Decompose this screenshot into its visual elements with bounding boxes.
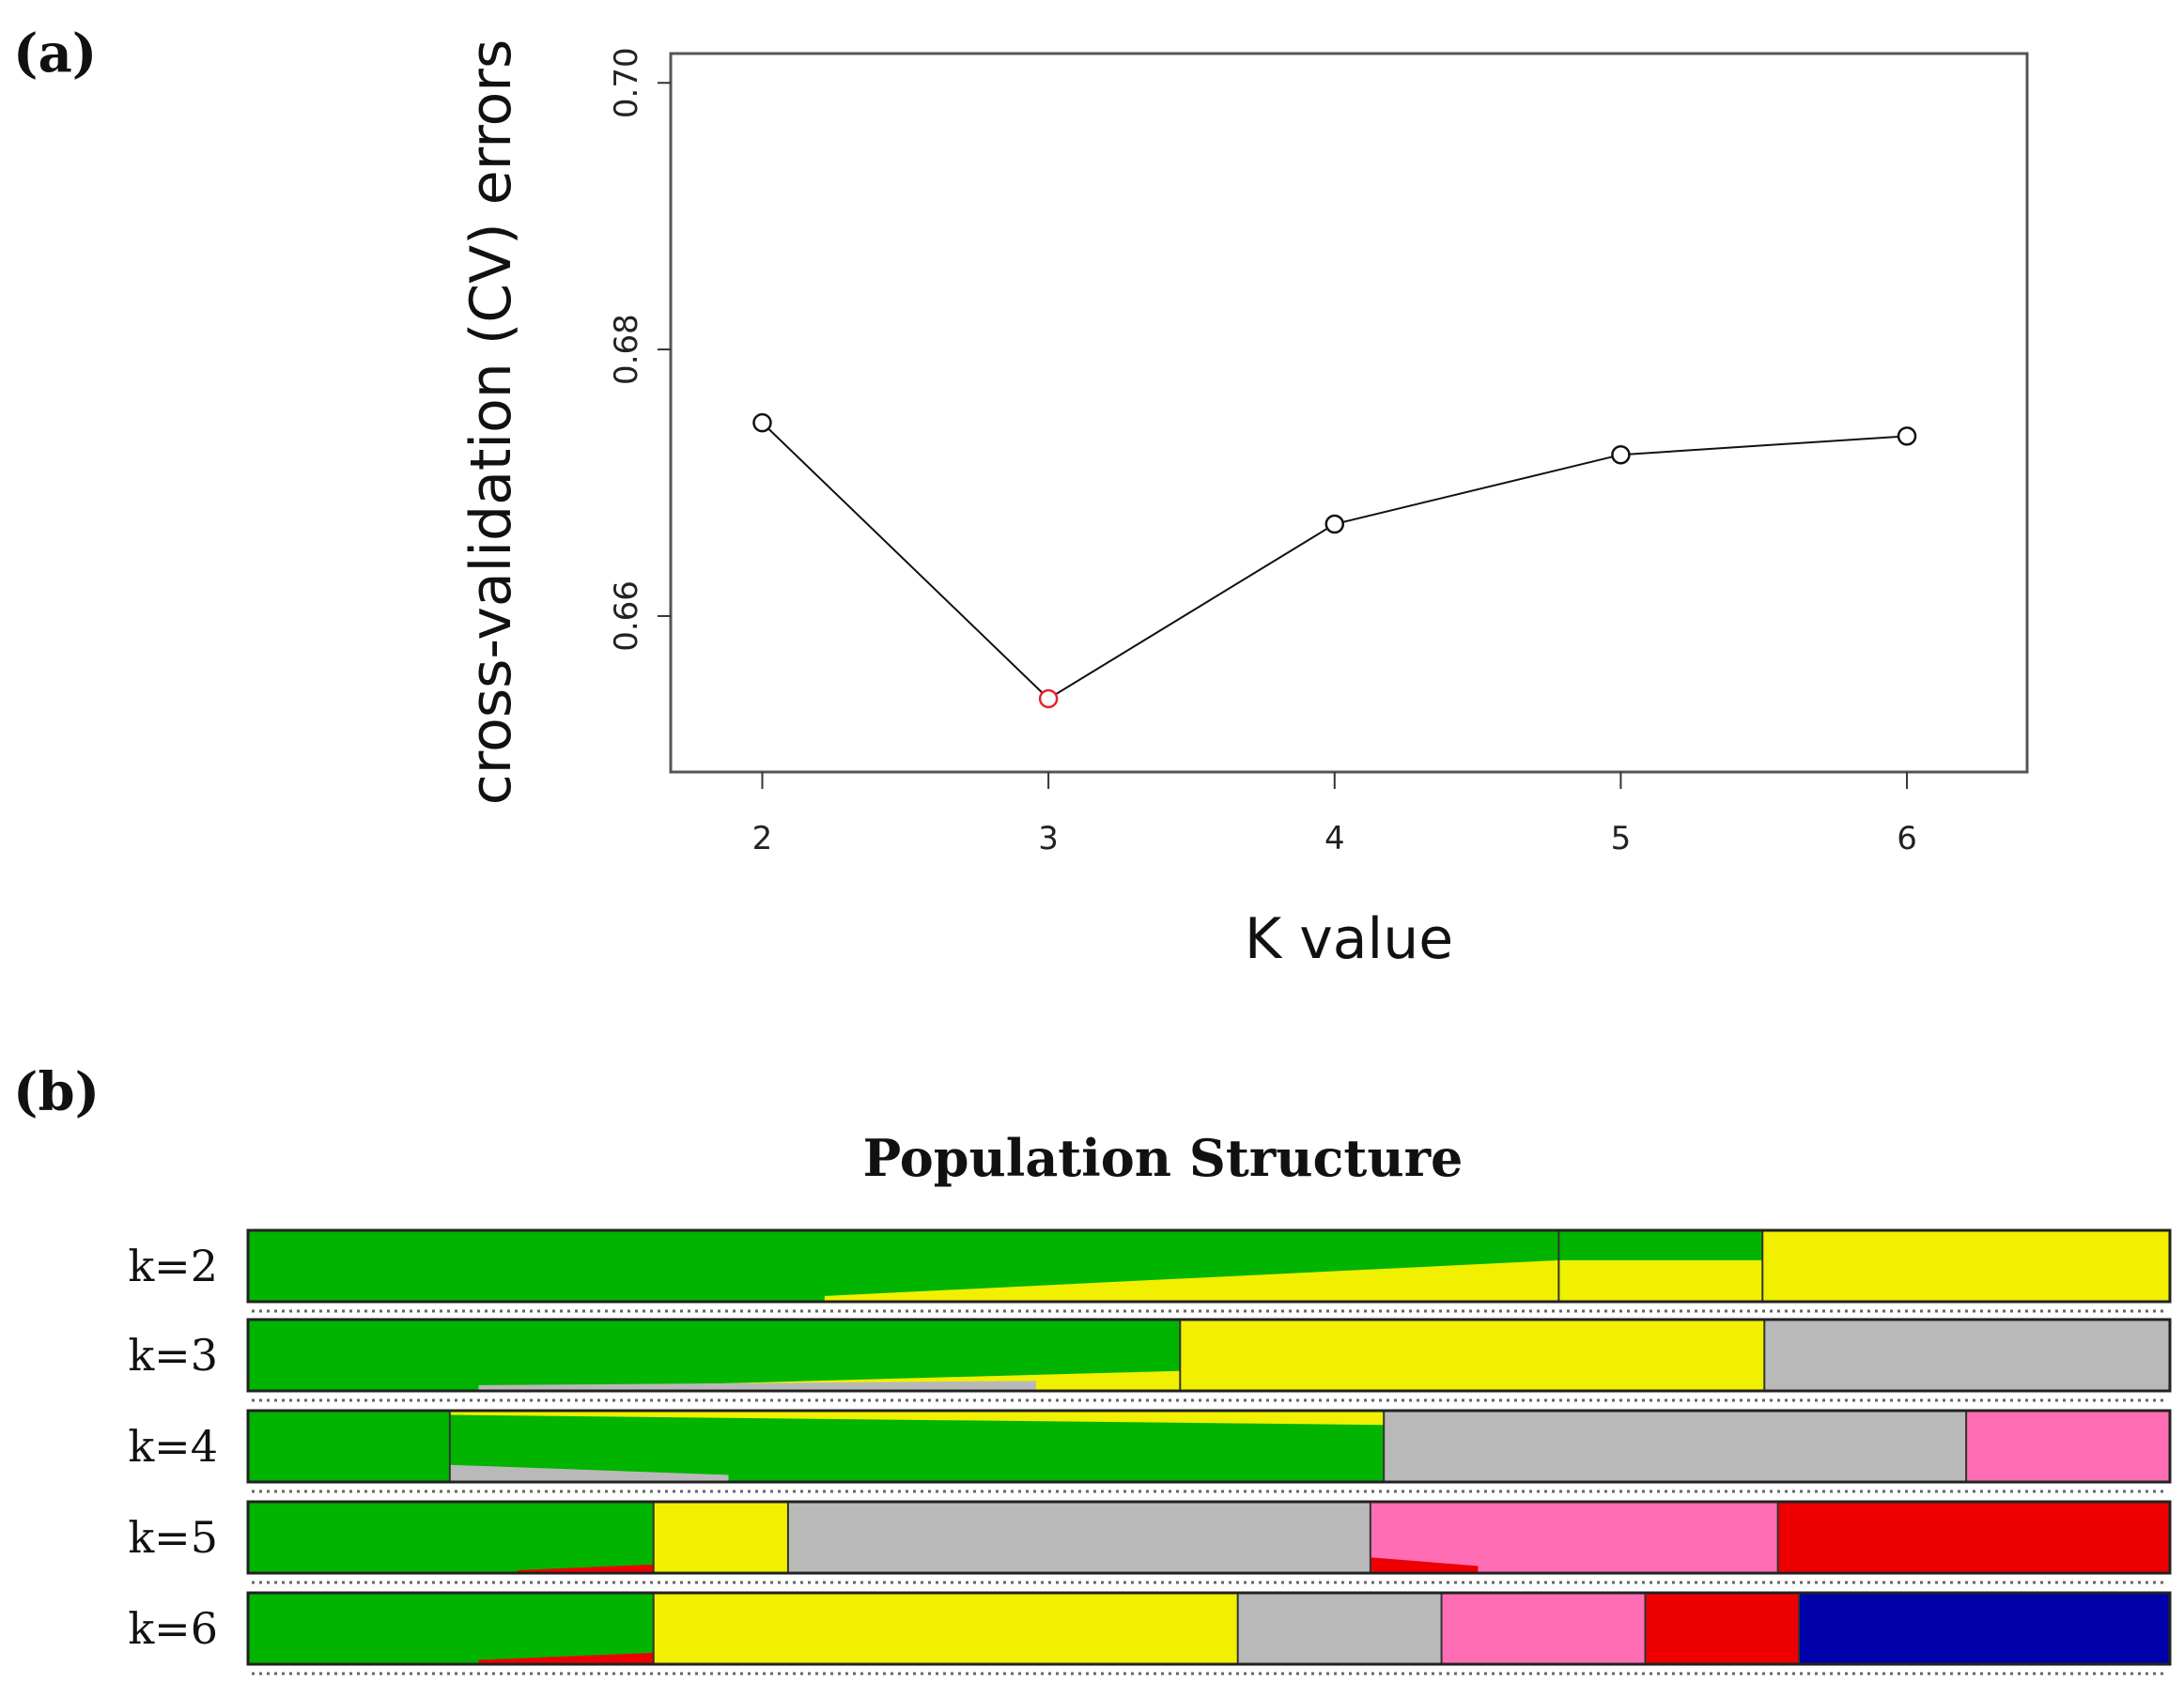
admixture-fraction (824, 1259, 1559, 1302)
panel-a-label: (a) (13, 23, 97, 85)
cluster-segment (787, 1502, 1371, 1573)
row-frame (246, 1409, 2172, 1484)
k-row-label: k=6 (128, 1603, 218, 1654)
x-tick-label: 2 (752, 820, 773, 857)
y-tick-label: 0.70 (608, 47, 645, 118)
x-tick-label: 6 (1897, 820, 1917, 857)
row-frame (246, 1318, 2172, 1393)
cv-error-line (761, 422, 1908, 701)
admixture-row: k=6 (128, 1591, 2172, 1675)
y-axis-title: cross-validation (CV) errors (458, 39, 524, 805)
data-point (1324, 514, 1345, 534)
y-tick-label: 0.68 (608, 314, 645, 385)
cv-error-chart: 0.66 0.68 0.70 2 3 4 5 6 K value cross-validat… (458, 39, 2029, 972)
admixture-fraction (449, 1414, 1385, 1482)
cluster-segment (248, 1593, 655, 1664)
admixture-fraction (1370, 1557, 1479, 1573)
cluster-segment (1966, 1411, 2171, 1482)
x-axis-title: K value (1245, 906, 1453, 972)
x-tick-label: 4 (1324, 820, 1345, 857)
admixture-fraction (1558, 1259, 1763, 1302)
cluster-segment (1762, 1230, 2171, 1302)
cluster-segment (248, 1411, 451, 1482)
cluster-segment (1441, 1593, 1646, 1664)
cluster-segment (1764, 1320, 2171, 1391)
k-row-label: k=3 (128, 1330, 218, 1381)
cluster-segment (1237, 1593, 1443, 1664)
cluster-segment (1180, 1320, 1765, 1391)
data-point (1038, 688, 1059, 709)
admixture-fraction (478, 1652, 654, 1664)
cluster-segment (1777, 1502, 2171, 1573)
admixture-fraction (478, 1381, 1036, 1391)
population-structure-title: Population Structure (863, 1128, 1464, 1188)
cluster-segment (653, 1502, 789, 1573)
admixture-row: k=2 (128, 1228, 2172, 1313)
admixture-fraction (1823, 1593, 2170, 1664)
plot-frame (669, 52, 2029, 774)
row-frame (246, 1500, 2172, 1575)
k-row-label: k=2 (128, 1241, 218, 1291)
admixture-fraction (449, 1464, 729, 1482)
row-frame (246, 1228, 2172, 1304)
cluster-segment (1384, 1411, 1967, 1482)
admixture-row: k=3 (128, 1318, 2172, 1402)
panel-b-label: (b) (13, 1061, 100, 1123)
y-tick-label: 0.66 (608, 580, 645, 652)
x-tick-label: 3 (1038, 820, 1059, 857)
x-tick-label: 5 (1611, 820, 1632, 857)
data-point (1611, 444, 1631, 465)
k-row-label: k=5 (128, 1512, 218, 1563)
admixture-fraction (517, 1564, 654, 1573)
cluster-segment (248, 1502, 655, 1573)
admixture-bars: k=2 k=3 k=4 k=5 k=6 (128, 1228, 2172, 1675)
cluster-segment (1645, 1593, 1800, 1664)
cluster-segment (1370, 1502, 1779, 1573)
data-point (752, 412, 772, 433)
admixture-row: k=4 (128, 1409, 2172, 1493)
cluster-segment (653, 1593, 1239, 1664)
admixture-row: k=5 (128, 1500, 2172, 1584)
data-point (1897, 426, 1917, 446)
k-row-label: k=4 (128, 1421, 218, 1472)
row-frame (246, 1591, 2172, 1666)
